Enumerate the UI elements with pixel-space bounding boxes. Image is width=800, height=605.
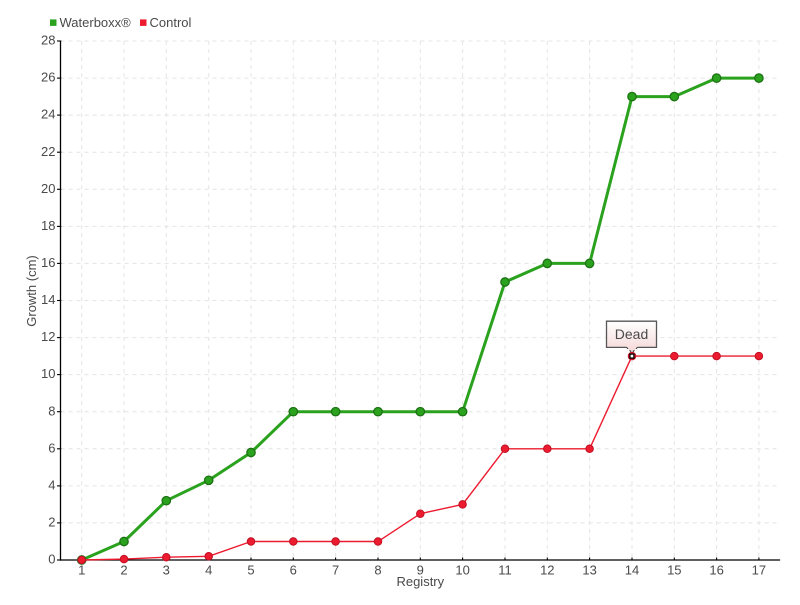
svg-text:17: 17 [752, 562, 766, 577]
svg-text:10: 10 [455, 562, 469, 577]
svg-text:2: 2 [48, 515, 55, 530]
svg-text:Control: Control [150, 15, 192, 30]
svg-text:8: 8 [374, 562, 381, 577]
svg-text:15: 15 [667, 562, 681, 577]
svg-text:6: 6 [48, 440, 55, 455]
svg-text:16: 16 [41, 255, 55, 270]
svg-text:4: 4 [48, 478, 55, 493]
svg-text:12: 12 [540, 562, 554, 577]
svg-text:6: 6 [290, 562, 297, 577]
svg-text:24: 24 [41, 107, 55, 122]
svg-text:Registry: Registry [396, 574, 444, 589]
svg-text:7: 7 [332, 562, 339, 577]
svg-text:13: 13 [582, 562, 596, 577]
svg-text:14: 14 [625, 562, 639, 577]
svg-text:10: 10 [41, 366, 55, 381]
svg-text:Dead: Dead [615, 326, 648, 342]
svg-text:3: 3 [163, 562, 170, 577]
svg-text:11: 11 [498, 562, 512, 577]
svg-text:8: 8 [48, 403, 55, 418]
svg-text:4: 4 [205, 562, 212, 577]
svg-text:Waterboxx®: Waterboxx® [60, 15, 132, 30]
svg-text:0: 0 [48, 552, 55, 567]
svg-text:14: 14 [41, 292, 55, 307]
svg-text:9: 9 [417, 562, 424, 577]
svg-text:12: 12 [41, 329, 55, 344]
svg-text:28: 28 [41, 33, 55, 48]
svg-text:22: 22 [41, 144, 55, 159]
svg-text:18: 18 [41, 218, 55, 233]
svg-text:Growth (cm): Growth (cm) [24, 255, 39, 327]
svg-text:26: 26 [41, 70, 55, 85]
svg-text:2: 2 [120, 562, 127, 577]
svg-text:16: 16 [709, 562, 723, 577]
svg-text:1: 1 [78, 562, 85, 577]
svg-text:5: 5 [247, 562, 254, 577]
svg-text:20: 20 [41, 181, 55, 196]
